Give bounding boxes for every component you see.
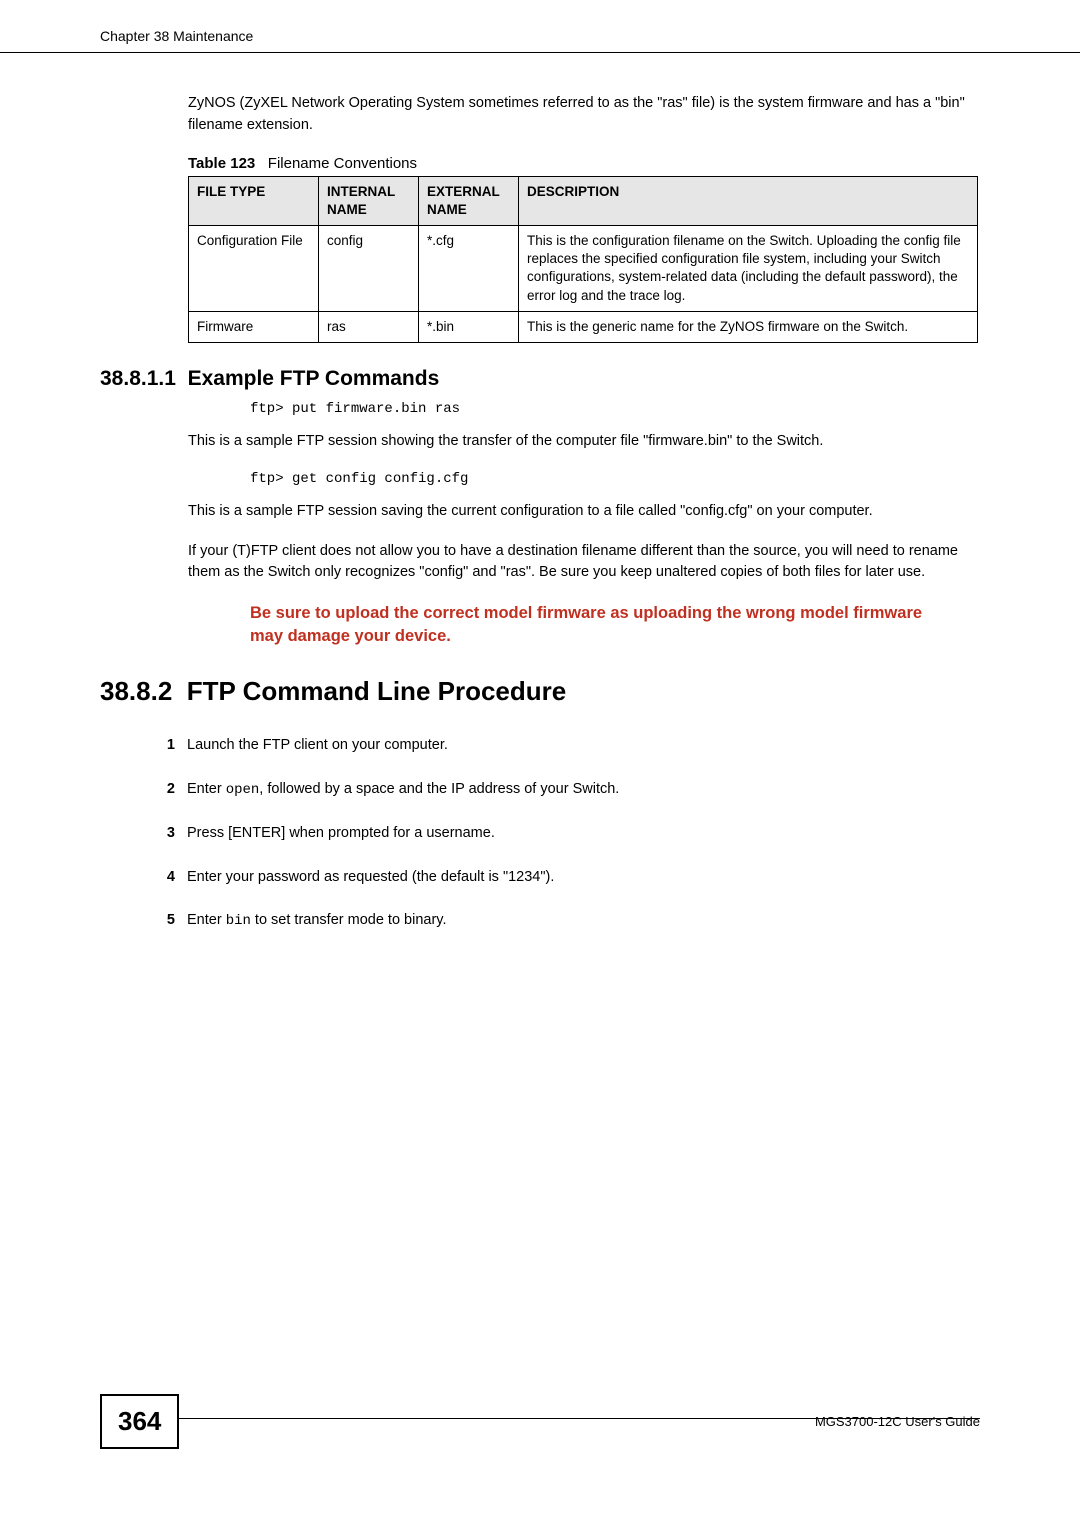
step-text: Enter your password as requested (the de… — [187, 869, 554, 885]
ftp-code-1: ftp> put firmware.bin ras — [250, 401, 980, 417]
td-external: *.cfg — [419, 225, 519, 311]
section-heading-38-8-1-1: 38.8.1.1 Example FTP Commands — [100, 367, 980, 391]
table-caption: Table 123 Filename Conventions — [188, 155, 980, 172]
content-area: ZyNOS (ZyXEL Network Operating System so… — [0, 53, 1080, 932]
table-header-row: FILE TYPE INTERNAL NAME EXTERNAL NAME DE… — [189, 176, 978, 225]
footer-rule — [160, 1418, 980, 1419]
section-heading-38-8-2: 38.8.2 FTP Command Line Procedure — [100, 676, 980, 707]
step-text: Launch the FTP client on your computer. — [187, 737, 448, 753]
para-2: This is a sample FTP session saving the … — [188, 501, 980, 523]
td-external: *.bin — [419, 311, 519, 342]
step-suffix: , followed by a space and the IP address… — [259, 781, 619, 797]
chapter-label: Chapter 38 Maintenance — [100, 28, 253, 44]
step-code: open — [226, 782, 260, 798]
td-description: This is the configuration filename on th… — [519, 225, 978, 311]
step-suffix: to set transfer mode to binary. — [251, 912, 447, 928]
step-prefix: Enter — [187, 781, 226, 797]
section-title: FTP Command Line Procedure — [187, 676, 566, 706]
step-prefix: Enter — [187, 912, 226, 928]
table-row: Configuration File config *.cfg This is … — [189, 225, 978, 311]
table-row: Firmware ras *.bin This is the generic n… — [189, 311, 978, 342]
td-internal: ras — [319, 311, 419, 342]
section-number: 38.8.1.1 — [100, 367, 176, 390]
td-filetype: Firmware — [189, 311, 319, 342]
step-3: Press [ENTER] when prompted for a userna… — [147, 823, 980, 845]
td-internal: config — [319, 225, 419, 311]
table-label: Table 123 — [188, 155, 255, 172]
page-header: Chapter 38 Maintenance — [0, 0, 1080, 53]
procedure-steps: Launch the FTP client on your computer. … — [147, 735, 980, 932]
td-description: This is the generic name for the ZyNOS f… — [519, 311, 978, 342]
page-number: 364 — [100, 1394, 179, 1449]
para-3: If your (T)FTP client does not allow you… — [188, 541, 980, 585]
guide-name: MGS3700-12C User's Guide — [815, 1414, 980, 1429]
intro-paragraph: ZyNOS (ZyXEL Network Operating System so… — [188, 93, 980, 137]
filename-conventions-table: FILE TYPE INTERNAL NAME EXTERNAL NAME DE… — [188, 176, 978, 344]
section-title: Example FTP Commands — [188, 367, 440, 390]
section-number: 38.8.2 — [100, 676, 172, 706]
page-footer: 364 MGS3700-12C User's Guide — [0, 1394, 1080, 1449]
step-2: Enter open, followed by a space and the … — [147, 779, 980, 801]
th-internal: INTERNAL NAME — [319, 176, 419, 225]
th-description: DESCRIPTION — [519, 176, 978, 225]
step-4: Enter your password as requested (the de… — [147, 867, 980, 889]
step-code: bin — [226, 913, 251, 929]
th-external: EXTERNAL NAME — [419, 176, 519, 225]
ftp-code-2: ftp> get config config.cfg — [250, 471, 980, 487]
step-text: Press [ENTER] when prompted for a userna… — [187, 825, 495, 841]
para-1: This is a sample FTP session showing the… — [188, 431, 980, 453]
warning-text: Be sure to upload the correct model firm… — [250, 602, 950, 648]
td-filetype: Configuration File — [189, 225, 319, 311]
table-title: Filename Conventions — [268, 155, 417, 172]
footer-line: 364 MGS3700-12C User's Guide — [100, 1394, 980, 1449]
th-filetype: FILE TYPE — [189, 176, 319, 225]
step-1: Launch the FTP client on your computer. — [147, 735, 980, 757]
step-5: Enter bin to set transfer mode to binary… — [147, 910, 980, 932]
